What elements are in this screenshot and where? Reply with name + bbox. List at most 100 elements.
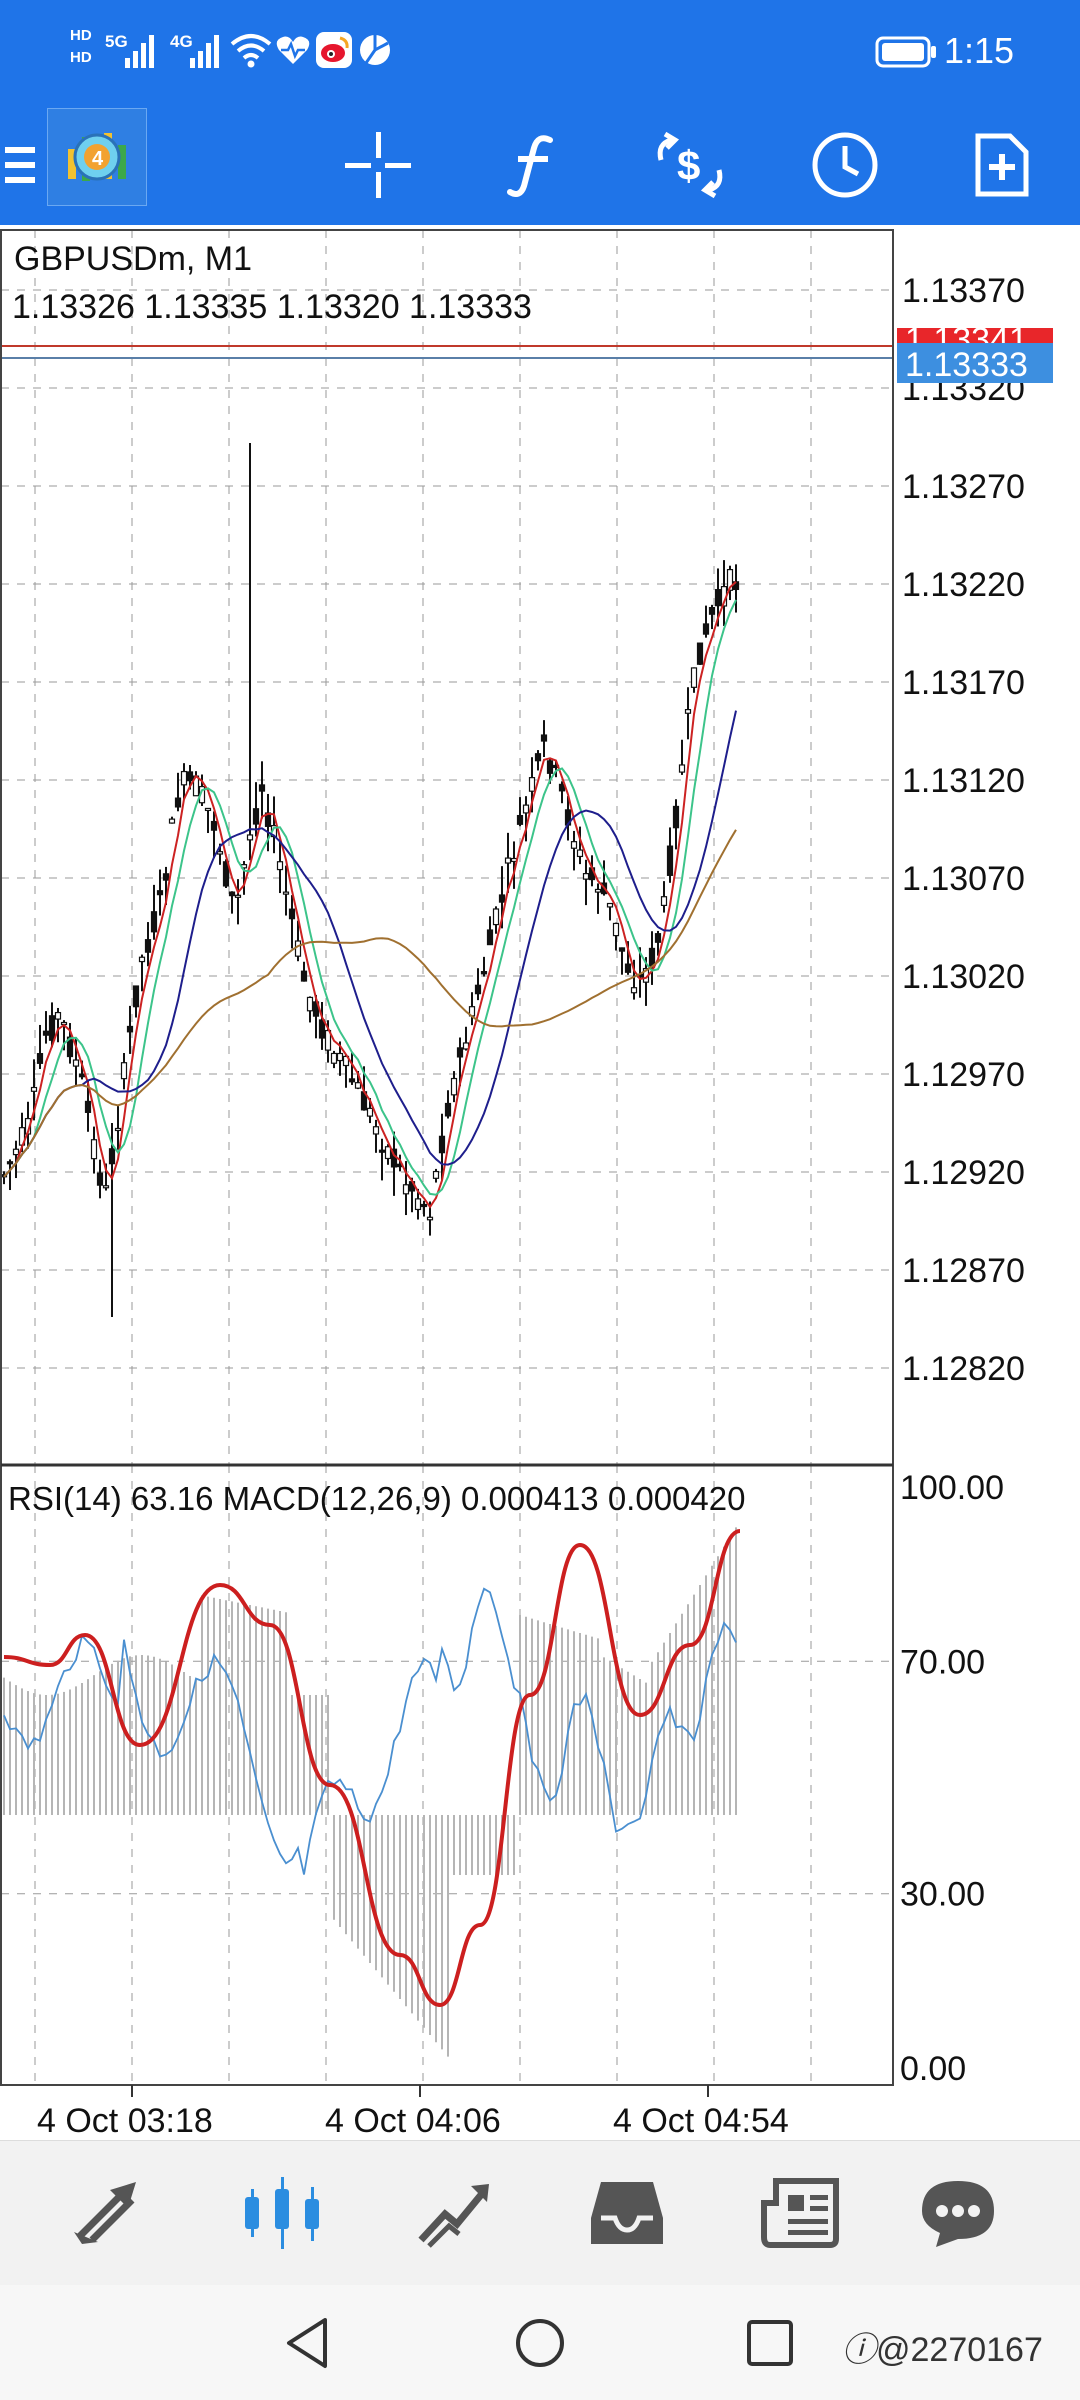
trade-button[interactable]: $ <box>630 105 750 225</box>
candle-body <box>186 771 194 782</box>
nav-messages[interactable] <box>888 2140 1028 2285</box>
candle-body <box>582 873 590 880</box>
candle-body <box>90 1139 98 1160</box>
candle-body <box>570 841 578 849</box>
chart-svg[interactable]: GBPUSDm, M1 1.13326 1.13335 1.13320 1.13… <box>0 225 1080 2140</box>
candle-body <box>690 667 698 688</box>
price-tick-label: 1.12970 <box>902 1056 1025 1094</box>
candle-body <box>162 873 170 881</box>
recents-button[interactable] <box>720 2285 820 2400</box>
nav-history[interactable] <box>557 2140 697 2285</box>
candle-body <box>102 1185 110 1189</box>
bid-price-badge <box>897 343 1053 383</box>
candle-body <box>678 764 686 773</box>
candle-body <box>594 888 602 893</box>
indicators-button[interactable] <box>472 105 592 225</box>
svg-text:4: 4 <box>92 148 104 170</box>
back-button[interactable] <box>258 2285 358 2400</box>
price-tick-label: 1.13270 <box>902 468 1025 506</box>
candle-body <box>450 1077 458 1096</box>
price-tick-label: 1.13120 <box>902 762 1025 800</box>
history-icon <box>591 2181 663 2244</box>
battery-icon <box>875 36 936 68</box>
candle-body <box>324 1029 332 1051</box>
candle-body <box>714 589 722 607</box>
menu-button[interactable] <box>0 105 40 225</box>
candle-body <box>120 1062 128 1080</box>
signal-bars-icon-1 <box>125 35 154 68</box>
candle-body <box>372 1126 380 1135</box>
objects-button[interactable] <box>942 105 1062 225</box>
objects-icon <box>975 133 1029 197</box>
candle-body <box>234 894 242 898</box>
candle-body <box>342 1055 350 1067</box>
candle-body <box>702 623 710 635</box>
toolbar <box>0 105 1080 225</box>
main-chart-frame <box>0 229 894 1466</box>
candle-body <box>612 922 620 937</box>
signal-5g-label: 5G <box>105 32 128 51</box>
price-tick-label: 1.12920 <box>902 1154 1025 1192</box>
candle-body <box>426 1216 434 1221</box>
candle-body <box>216 851 224 855</box>
crosshair-icon <box>345 132 411 198</box>
bid-price-label: 1.13333 <box>905 346 1028 384</box>
candle-body <box>726 569 734 591</box>
price-tick-label: 1.13170 <box>902 664 1025 702</box>
candle-body <box>618 947 626 952</box>
chart-frame <box>0 229 894 2086</box>
chart-area[interactable]: GBPUSDm, M1 1.13326 1.13335 1.13320 1.13… <box>0 225 1080 2140</box>
time-tick-label: 4 Oct 04:06 <box>325 2102 501 2140</box>
candle-body <box>708 607 716 615</box>
home-button[interactable] <box>490 2285 590 2400</box>
system-nav <box>0 2285 1080 2400</box>
candle-body <box>732 581 740 591</box>
nav-quotes[interactable] <box>40 2140 180 2285</box>
candle-body <box>492 908 500 926</box>
price-axis: 1.133701.133201.132701.132201.131701.131… <box>902 272 1025 1388</box>
news-icon <box>761 2177 839 2248</box>
symbol-label: GBPUSDm, M1 <box>14 240 252 278</box>
indicator-tick-label: 70.00 <box>900 1643 985 1681</box>
bottom-nav <box>0 2140 1080 2286</box>
indicator-tick-label: 100.00 <box>900 1469 1004 1507</box>
time-axis: 4 Oct 03:18 4 Oct 04:06 4 Oct 04:54 <box>37 2085 789 2140</box>
candle-body <box>12 1148 20 1156</box>
menu-icon <box>5 147 35 183</box>
nav-trade[interactable] <box>385 2140 525 2285</box>
indicators-icon <box>507 135 553 197</box>
crosshair-button[interactable] <box>318 105 438 225</box>
candle-body <box>330 1052 338 1064</box>
candle-body <box>402 1184 410 1195</box>
status-bar: HD HD 5G 4G 1:15 <box>0 0 1080 105</box>
price-tick-label: 1.12870 <box>902 1252 1025 1290</box>
macd-signal-line <box>3 1529 741 2008</box>
price-tick-label: 1.12820 <box>902 1350 1025 1388</box>
candle-body <box>354 1082 362 1089</box>
candle-body <box>654 933 662 943</box>
candle-body <box>252 808 260 825</box>
indicator-tick-label: 0.00 <box>900 2050 966 2088</box>
candle-body <box>150 911 158 933</box>
watermark-icon: ⓘ <box>842 2331 876 2369</box>
price-tick-label: 1.13020 <box>902 958 1025 996</box>
app-logo-icon: 4 <box>68 133 126 181</box>
candle-body <box>558 783 566 792</box>
candle-body <box>486 929 494 946</box>
browser-icon <box>360 35 390 65</box>
candle-body <box>72 1059 80 1067</box>
candle-body <box>204 807 212 812</box>
candle-body <box>696 642 704 665</box>
candles <box>0 443 740 1317</box>
timeframe-button[interactable] <box>785 105 905 225</box>
candle-body <box>684 709 692 714</box>
nav-news[interactable] <box>730 2140 870 2285</box>
indicator-tick-label: 30.00 <box>900 1876 985 1914</box>
price-tick-label: 1.13220 <box>902 566 1025 604</box>
nav-chart[interactable] <box>212 2140 352 2285</box>
candle-body <box>480 970 488 975</box>
candle-body <box>504 857 512 864</box>
indicator-lines <box>1 345 893 2008</box>
candle-body <box>672 805 680 829</box>
candle-body <box>300 970 308 982</box>
